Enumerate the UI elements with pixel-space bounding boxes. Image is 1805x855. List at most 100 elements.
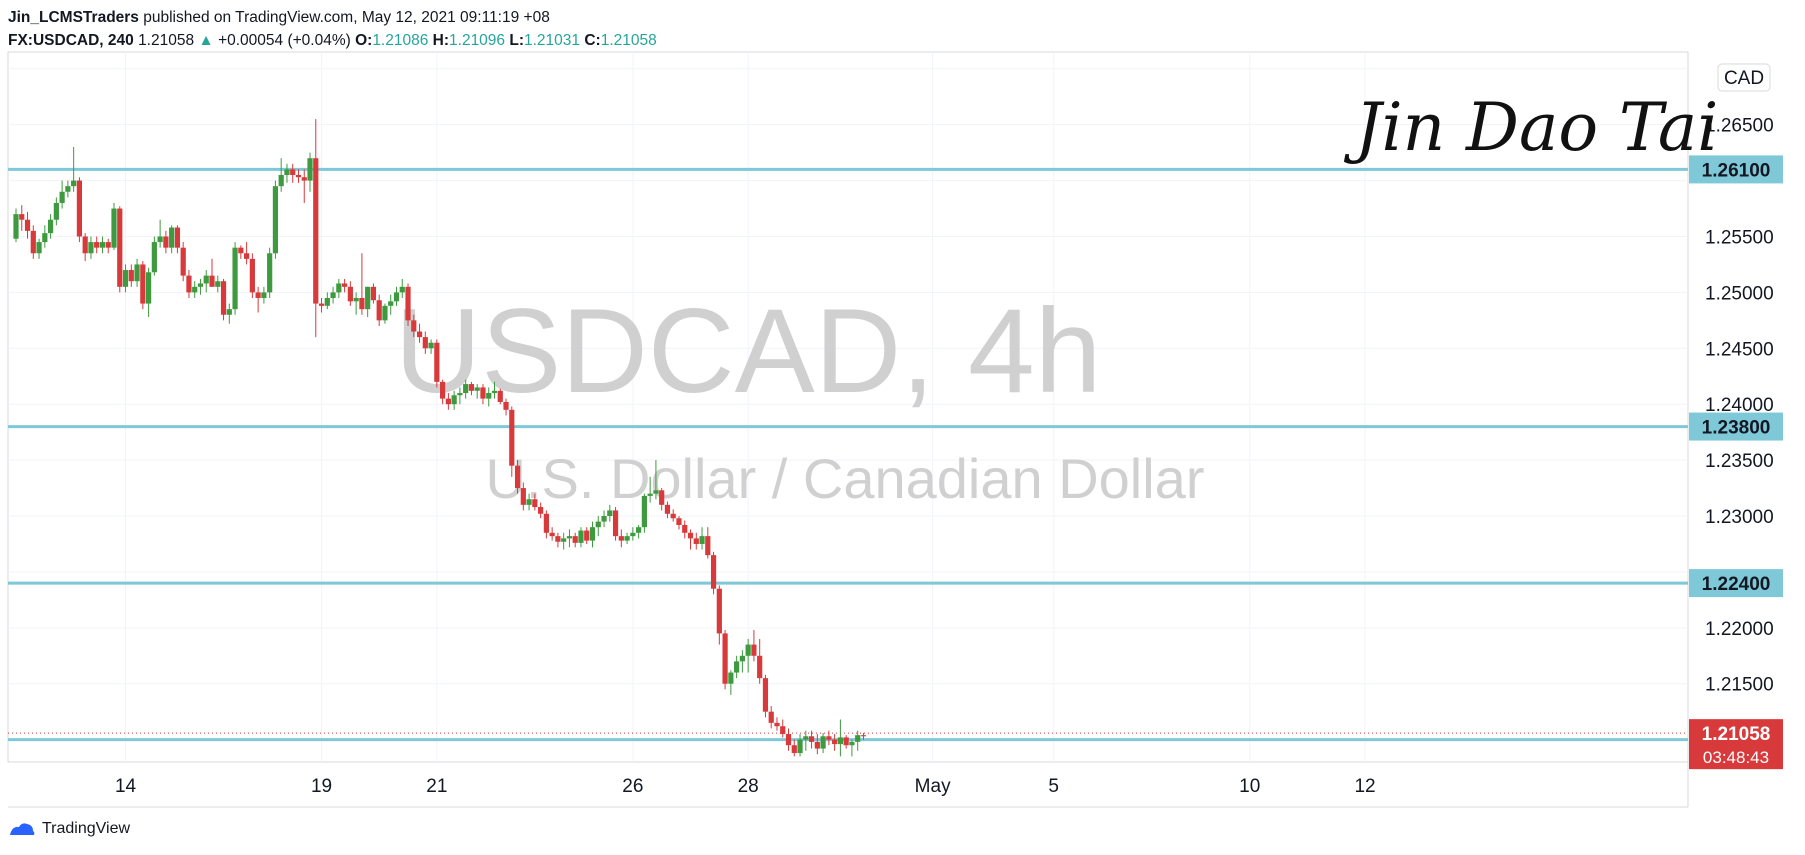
candle-body xyxy=(768,711,774,723)
candle xyxy=(607,504,613,522)
candle xyxy=(739,650,745,673)
candle xyxy=(762,674,769,718)
candle xyxy=(47,214,54,239)
candle xyxy=(855,730,861,751)
candle xyxy=(145,267,152,317)
time-tick-label: 10 xyxy=(1239,776,1260,797)
candle-body xyxy=(791,745,797,754)
candle xyxy=(65,180,71,198)
candle xyxy=(780,719,786,738)
tradingview-logo-icon xyxy=(10,823,35,835)
candle-body xyxy=(278,174,284,187)
candle xyxy=(336,278,342,298)
candle-body xyxy=(549,532,555,537)
candle-body xyxy=(780,726,786,735)
candle-body xyxy=(607,510,613,517)
currency-badge[interactable]: CAD xyxy=(1717,63,1771,92)
candle xyxy=(555,532,561,548)
candle xyxy=(244,242,250,265)
candle-body xyxy=(249,258,255,293)
candle-body xyxy=(860,735,867,737)
candle xyxy=(295,169,302,183)
candle xyxy=(468,381,475,396)
candle-body xyxy=(382,305,388,321)
candle xyxy=(422,331,428,354)
low-value: 1.21031 xyxy=(524,32,581,49)
time-axis[interactable]: 14 19 21 26 28 May 5 10 12 xyxy=(115,776,1376,797)
candle xyxy=(578,527,584,548)
candle xyxy=(122,264,129,293)
tradingview-brand[interactable]: TradingView xyxy=(42,820,131,837)
candle xyxy=(111,202,117,250)
candle-body xyxy=(105,242,111,248)
candle-body xyxy=(612,510,619,537)
up-arrow-icon: ▲ xyxy=(198,32,214,49)
price-chart[interactable]: USDCAD, 4h U.S. Dollar / Canadian Dollar… xyxy=(0,0,1805,820)
candle xyxy=(76,177,83,243)
candle xyxy=(514,460,521,494)
candle xyxy=(388,294,394,315)
candle xyxy=(399,278,405,298)
candle xyxy=(117,206,123,293)
close-value: 1.21058 xyxy=(600,32,657,49)
candle-body xyxy=(566,536,573,539)
candle-body xyxy=(238,247,244,254)
candles xyxy=(13,119,867,757)
candle-body xyxy=(555,536,561,542)
candle xyxy=(451,390,457,410)
price-tick-label: 1.24000 xyxy=(1705,395,1774,416)
candle-body xyxy=(803,736,809,740)
candle-body xyxy=(832,739,838,745)
candle-body xyxy=(687,532,694,539)
price-labels: 1.261001.238001.224001.210001.2105803:48… xyxy=(1689,155,1783,770)
candle xyxy=(716,585,722,645)
candle-body xyxy=(826,736,832,740)
change-text: +0.00054 (+0.04%) xyxy=(218,32,351,49)
candle-body xyxy=(13,214,19,239)
candle-body xyxy=(589,527,596,541)
ohlc-line: FX:USDCAD, 240 1.21058 ▲ +0.00054 (+0.04… xyxy=(8,29,657,52)
low-label: L: xyxy=(509,32,524,49)
candle-body xyxy=(163,236,169,248)
candle xyxy=(497,388,503,405)
candle xyxy=(13,208,19,243)
candle-body xyxy=(630,532,636,537)
candle xyxy=(687,529,694,550)
price-axis[interactable]: 1.26500 1.25500 1.25000 1.24500 1.24000 1.235… xyxy=(1705,116,1774,696)
candle-body xyxy=(151,242,157,273)
publish-info: published on TradingView.com, May 12, 20… xyxy=(138,9,550,26)
price-tick-label: 1.25500 xyxy=(1705,227,1774,248)
candle-body xyxy=(324,297,330,306)
candle-body xyxy=(220,281,227,315)
candle-body xyxy=(422,337,428,349)
candle xyxy=(463,379,469,399)
candle xyxy=(197,278,204,295)
candle xyxy=(486,387,492,407)
chart-header: Jin_LCMSTraders published on TradingView… xyxy=(8,6,657,52)
candle xyxy=(94,236,100,254)
candle xyxy=(416,323,423,343)
candle xyxy=(428,339,434,354)
candle xyxy=(710,551,717,595)
author-name[interactable]: Jin_LCMSTraders xyxy=(8,9,139,26)
time-tick-label: 19 xyxy=(311,776,332,797)
candle-body xyxy=(716,588,722,634)
candle-body xyxy=(82,236,88,254)
footer: TradingView xyxy=(8,820,130,838)
candle-body xyxy=(497,390,503,402)
high-label: H: xyxy=(432,32,450,49)
candle xyxy=(653,460,659,500)
candle xyxy=(324,292,330,310)
candle xyxy=(157,219,163,248)
candle xyxy=(71,147,77,192)
candle-body xyxy=(676,518,682,525)
candle xyxy=(808,730,815,749)
candle-body xyxy=(664,504,671,514)
candle xyxy=(474,384,480,399)
candle-body xyxy=(440,381,446,399)
candle xyxy=(837,719,843,757)
candle-body xyxy=(272,186,279,254)
candle xyxy=(180,242,186,282)
candle xyxy=(255,286,261,313)
candle-body xyxy=(411,320,417,332)
